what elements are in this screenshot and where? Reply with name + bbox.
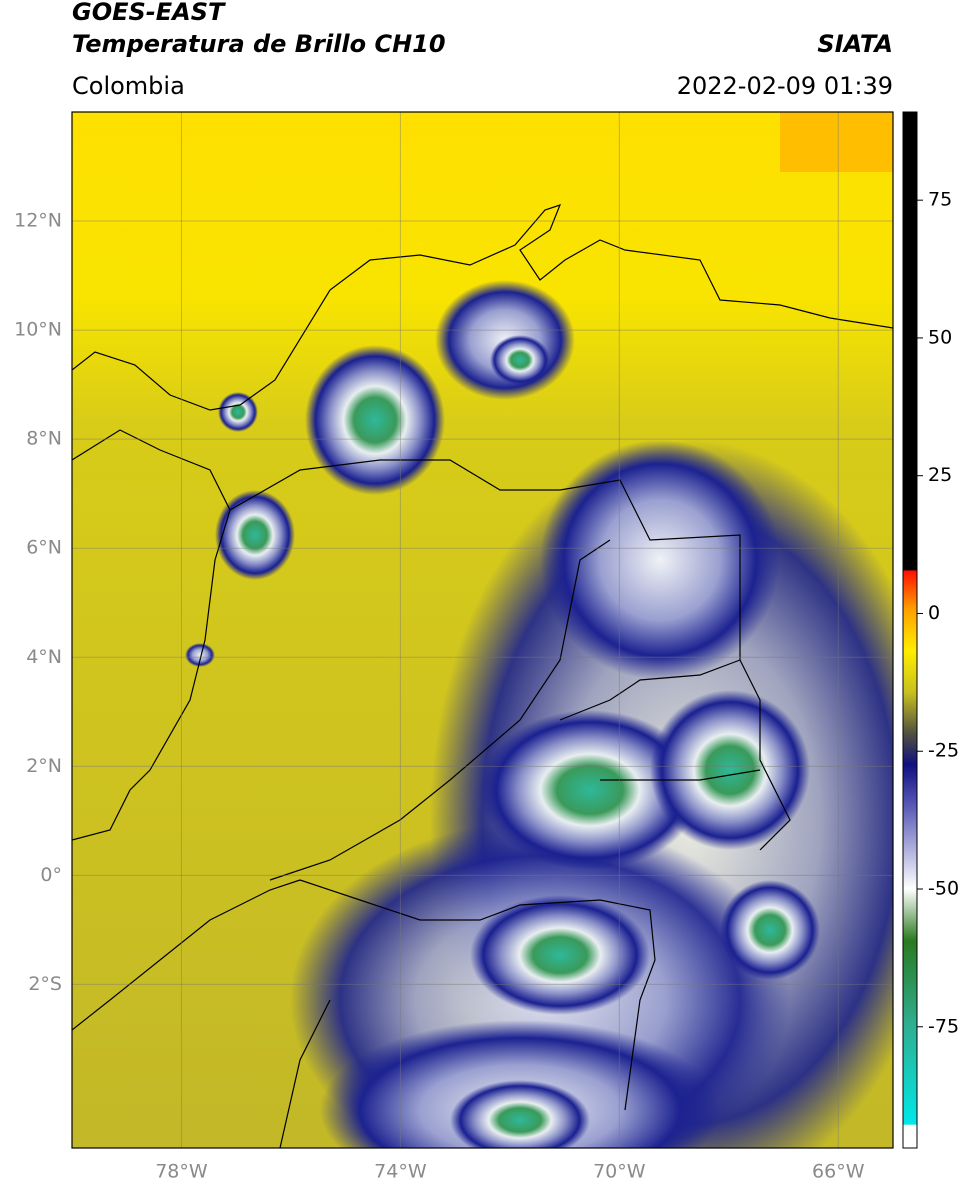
colorbar-tick-label: -50 (928, 878, 959, 900)
y-tick-label: 4°N (26, 646, 62, 668)
x-tick-label: 66°W (812, 1161, 865, 1183)
x-tick-label: 74°W (374, 1161, 427, 1183)
subtitle: Temperatura de Brillo CH10 (72, 30, 446, 58)
colorbar-tick-label: 75 (928, 189, 952, 211)
grid (72, 112, 893, 1148)
y-tick-label: 12°N (14, 210, 62, 232)
y-tick-label: 2°S (28, 973, 62, 995)
x-tick-label: 70°W (593, 1161, 646, 1183)
colorbar-tick-label: 50 (928, 326, 952, 348)
y-tick-label: 0° (40, 864, 62, 886)
region: Colombia (72, 72, 185, 100)
colorbar-tick-label: -75 (928, 1015, 959, 1037)
x-tick-label: 78°W (155, 1161, 208, 1183)
y-tick-label: 8°N (26, 428, 62, 450)
colorbar-tick-label: 25 (928, 464, 952, 486)
colorbar (902, 111, 918, 1149)
map-frame (71, 111, 894, 1149)
colorbar-tick-label: 0 (928, 602, 940, 624)
title: GOES-EAST (72, 0, 226, 26)
y-tick-label: 2°N (26, 755, 62, 777)
y-tick-label: 10°N (14, 319, 62, 341)
datetime: 2022-02-09 01:39 (677, 72, 893, 100)
y-tick-label: 6°N (26, 537, 62, 559)
colorbar-tick-label: -25 (928, 740, 959, 762)
satellite-image (72, 112, 893, 1148)
source: SIATA (817, 30, 893, 58)
